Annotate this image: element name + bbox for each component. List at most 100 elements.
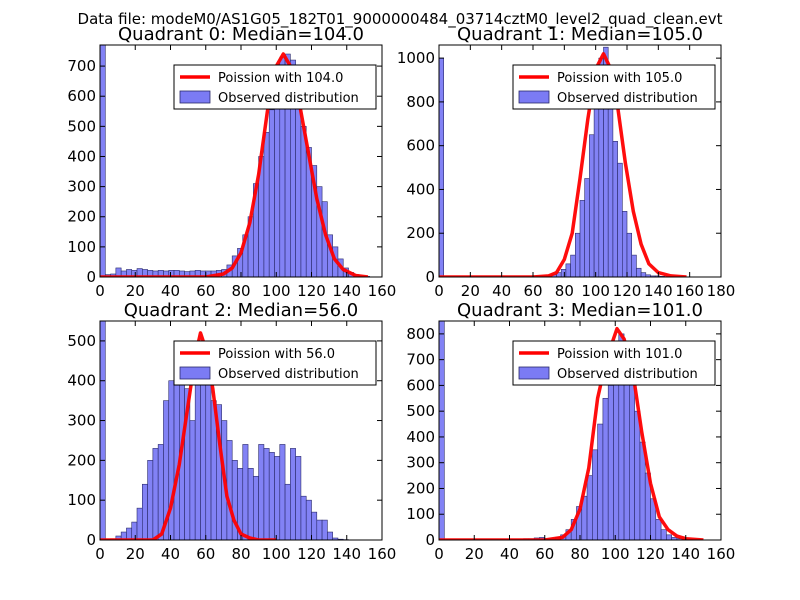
y-tick-label: 0 bbox=[425, 268, 435, 286]
hist-bar bbox=[640, 272, 647, 277]
hist-bar bbox=[247, 468, 254, 540]
hist-bar bbox=[565, 263, 571, 277]
y-tick-label: 200 bbox=[67, 451, 96, 469]
hist-bar bbox=[253, 475, 259, 540]
poisson-curve bbox=[439, 326, 704, 540]
y-tick-label: 600 bbox=[406, 137, 435, 155]
hist-bar bbox=[242, 444, 249, 540]
chart-quadrant-2: 0 20 40 60 80 100 120 140 160 0 100 200 300 400 500 Qua… bbox=[67, 300, 396, 563]
y-tick-label: 300 bbox=[67, 178, 96, 196]
hist-bar bbox=[612, 141, 618, 277]
y-tick-label: 800 bbox=[406, 93, 435, 111]
y-tick-label: 500 bbox=[67, 117, 96, 135]
hist-bar bbox=[660, 529, 667, 540]
y-tick-label: 600 bbox=[67, 87, 96, 105]
hist-bar bbox=[279, 444, 286, 540]
hist-bar bbox=[305, 499, 312, 540]
legend-hist-label: Observed distribution bbox=[218, 91, 359, 106]
poisson-curve bbox=[100, 52, 369, 277]
x-tick-label: 20 bbox=[461, 282, 480, 300]
x-tick-label: 80 bbox=[231, 545, 250, 563]
hist-bar bbox=[194, 372, 201, 540]
legend-hist-swatch bbox=[518, 366, 550, 380]
hist-bar bbox=[439, 321, 445, 540]
hist-bar bbox=[142, 483, 148, 540]
hist-bar bbox=[268, 109, 275, 277]
hist-bar bbox=[589, 134, 595, 277]
x-tick-label: 100 bbox=[262, 282, 291, 300]
y-tick-label: 0 bbox=[425, 531, 435, 549]
y-tick-label: 0 bbox=[86, 268, 96, 286]
hist-bar bbox=[592, 449, 598, 540]
hist-bar bbox=[300, 495, 307, 540]
y-tick-label: 100 bbox=[67, 238, 96, 256]
y-tick-label: 100 bbox=[67, 491, 96, 509]
plot-area bbox=[100, 321, 349, 540]
hist-bar bbox=[586, 475, 593, 540]
hist-bar bbox=[666, 534, 672, 540]
x-tick-label: 120 bbox=[613, 282, 642, 300]
y-tick-label: 200 bbox=[406, 224, 435, 242]
poisson-curve bbox=[439, 52, 687, 277]
hist-bar bbox=[152, 448, 159, 540]
y-tick-label: 600 bbox=[406, 376, 435, 394]
hist-bar bbox=[631, 254, 637, 277]
y-tick-label: 400 bbox=[67, 147, 96, 165]
x-tick-label: 0 bbox=[95, 282, 105, 300]
hist-bar bbox=[268, 452, 275, 540]
y-tick-label: 100 bbox=[406, 505, 435, 523]
hist-bar bbox=[290, 448, 296, 540]
hist-bar bbox=[655, 519, 662, 540]
x-tick-label: 120 bbox=[297, 545, 326, 563]
y-tick-label: 700 bbox=[67, 57, 96, 75]
hist-bar bbox=[607, 385, 614, 540]
hist-bar bbox=[579, 200, 585, 277]
hist-bar bbox=[147, 460, 154, 540]
x-tick-label: 80 bbox=[570, 545, 589, 563]
y-tick-label: 0 bbox=[86, 531, 96, 549]
hist-bar bbox=[584, 178, 590, 277]
x-tick-label: 20 bbox=[465, 545, 484, 563]
chart-title: Quadrant 1: Median=105.0 bbox=[457, 24, 703, 45]
legend: Poission with 101.0 Observed distribution bbox=[512, 340, 716, 386]
hist-bar bbox=[263, 132, 270, 277]
legend-line-label: Poission with 56.0 bbox=[218, 347, 335, 362]
x-tick-label: 160 bbox=[368, 545, 397, 563]
axes-frame bbox=[438, 44, 722, 278]
hist-bar bbox=[295, 95, 302, 277]
legend: Poission with 105.0 Observed distribution bbox=[512, 64, 716, 110]
x-tick-label: 20 bbox=[126, 282, 145, 300]
hist-bar bbox=[621, 211, 628, 277]
hist-bar bbox=[157, 444, 164, 540]
chart-title: Quadrant 3: Median=101.0 bbox=[457, 300, 703, 321]
hist-bar bbox=[607, 79, 614, 277]
hist-bar bbox=[311, 511, 318, 540]
legend-hist-label: Observed distribution bbox=[218, 367, 359, 382]
hist-bar bbox=[274, 456, 281, 540]
figure-title: Data file: modeM0/AS1G05_182T01_90000004… bbox=[78, 10, 723, 29]
hist-bar bbox=[602, 397, 609, 540]
hist-bar bbox=[629, 379, 635, 540]
hist-bar bbox=[300, 126, 307, 277]
hist-bar bbox=[623, 359, 630, 540]
y-tick-label: 800 bbox=[406, 325, 435, 343]
y-tick-label: 500 bbox=[406, 402, 435, 420]
x-tick-label: 140 bbox=[671, 545, 700, 563]
x-tick-label: 0 bbox=[95, 545, 105, 563]
hist-bar bbox=[258, 444, 265, 540]
hist-bar bbox=[321, 519, 328, 540]
x-tick-label: 60 bbox=[196, 545, 215, 563]
hist-bar bbox=[205, 360, 212, 540]
legend-hist-swatch bbox=[518, 90, 550, 104]
hist-bar bbox=[295, 456, 302, 540]
hist-bar bbox=[189, 420, 196, 540]
x-tick-label: 100 bbox=[262, 545, 291, 563]
x-tick-label: 20 bbox=[126, 545, 145, 563]
x-tick-label: 40 bbox=[161, 545, 180, 563]
legend-hist-swatch bbox=[179, 366, 211, 380]
y-tick-label: 1000 bbox=[397, 49, 435, 67]
x-tick-label: 140 bbox=[332, 545, 361, 563]
x-tick-label: 160 bbox=[707, 545, 736, 563]
hist-bar bbox=[634, 410, 641, 540]
